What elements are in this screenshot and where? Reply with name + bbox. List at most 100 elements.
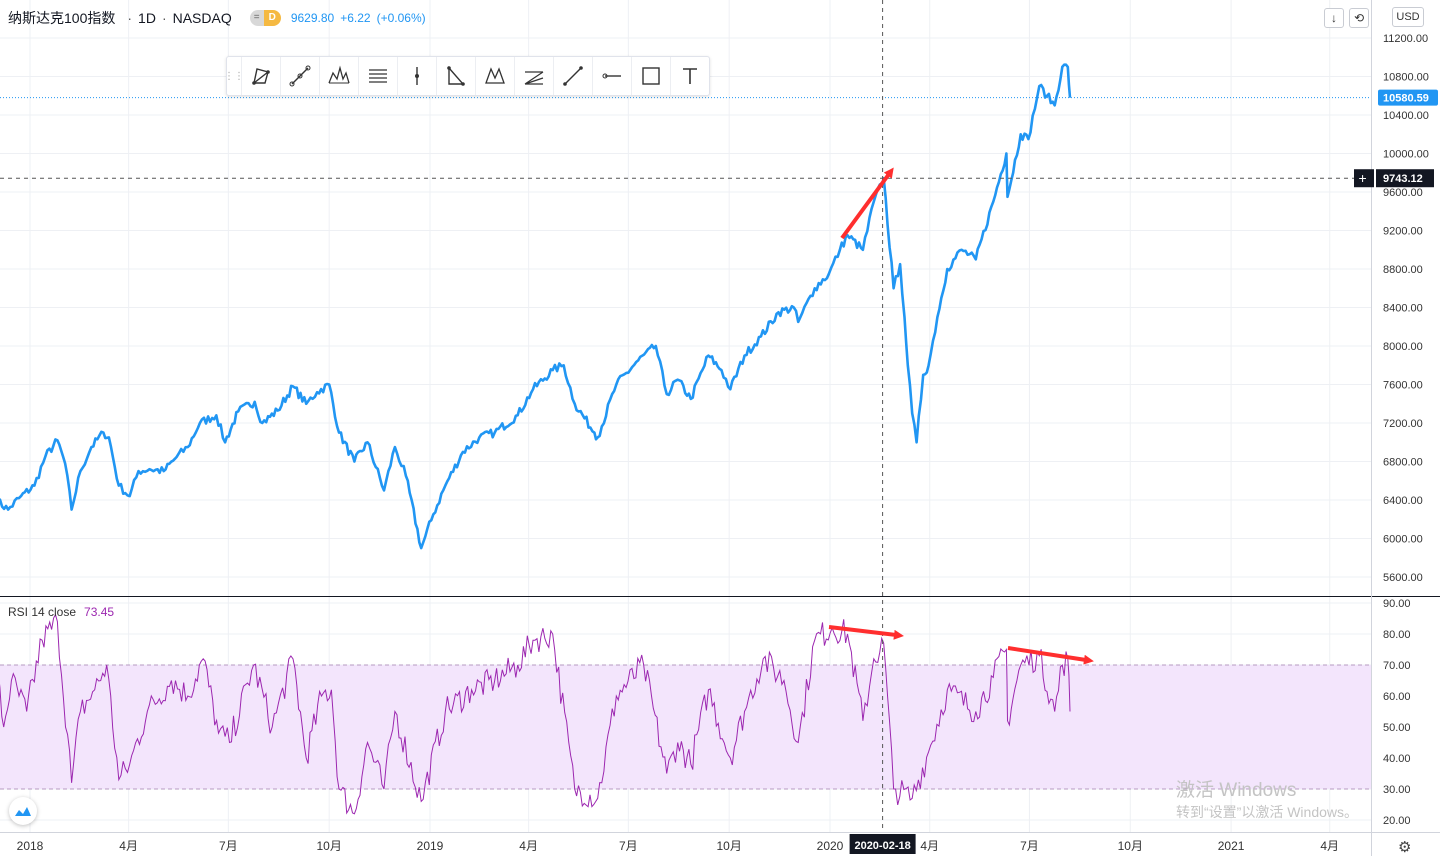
time-tick-label: 2019 [417,839,444,853]
price-tick-label: 10400.00 [1383,110,1429,122]
price-tick-label: 6800.00 [1383,457,1423,469]
time-tick-label: 10月 [716,839,741,853]
rsi-tick-label: 50.00 [1383,722,1411,734]
price-tick-label: 8400.00 [1383,303,1423,315]
price-tick-label: 8800.00 [1383,264,1423,276]
price-tick-label: 8000.00 [1383,341,1423,353]
currency-button[interactable]: USD [1392,7,1424,27]
rsi-value: 73.45 [84,605,115,619]
price-tick-label: 10800.00 [1383,72,1429,84]
price-tick-label: 6000.00 [1383,534,1423,546]
polyline-tool-button[interactable] [280,57,319,95]
rsi-axis[interactable]: 20.00 30.00 40.00 50.00 60.00 70.00 80.00 90.00 [1383,598,1411,827]
drawing-toolbar: ⋮⋮ [224,56,710,96]
xabcd-icon [485,67,505,84]
time-axis[interactable]: 2018 4月 7月 10月 2019 4月 7月 10月 2020 2020-02-18 4月 7月… [17,834,1339,854]
crosshair-price-label: 9743.12 [1383,173,1423,185]
arrow-annotation-rsi-2 [1007,646,1094,665]
time-tick-label: 4月 [920,839,939,853]
interval-label[interactable]: 1D [138,10,156,26]
tradingview-logo[interactable] [9,797,37,825]
symbol-name[interactable]: 纳斯达克100指数 [8,10,116,26]
time-tick-label: 4月 [119,839,138,853]
time-tick-label: 10月 [316,839,341,853]
crosshair-price-tag [1376,169,1434,188]
parallel-channel-icon [369,69,387,83]
arrow-annotation-rsi-1 [828,625,904,640]
rsi-tick-label: 60.00 [1383,691,1411,703]
exchange-label: NASDAQ [172,10,232,26]
rsi-tick-label: 30.00 [1383,784,1411,796]
triangle-tool-button[interactable] [436,57,475,95]
header-separator: · [161,10,167,26]
toolbar-drag-handle[interactable]: ⋮⋮ [224,70,244,82]
polyline-icon [289,65,311,87]
header-separator: · [127,10,133,26]
fib-fan-icon [524,71,544,85]
time-tick-label: 2021 [1218,839,1245,853]
rsi-series-line [0,613,1071,815]
horizontal-ray-icon [602,73,621,79]
reset-scale-button[interactable]: ⟲ [1349,8,1369,28]
price-tick-label: 9200.00 [1383,226,1423,238]
rsi-tick-label: 90.00 [1383,598,1411,610]
scroll-down-button[interactable]: ↓ [1324,8,1344,28]
rectangle-icon [642,67,660,85]
last-price-label: 10580.59 [1383,93,1429,105]
time-tick-label: 10月 [1118,839,1143,853]
quote-change-percent: (+0.06%) [376,11,426,25]
last-price-tag [1378,89,1438,106]
windows-watermark-subtitle: 转到“设置”以激活 Windows。 [1176,804,1359,820]
status-badge-left: = [249,10,264,26]
price-tick-label: 11200.00 [1383,33,1428,45]
rsi-tick-label: 40.00 [1383,753,1411,765]
crosshair-date-label: 2020-02-18 [854,840,910,852]
head-shoulders-icon [328,65,350,84]
gear-icon[interactable]: ⚙ [1398,839,1412,856]
reset-icon: ⟲ [1353,11,1365,25]
head-shoulders-tool-button[interactable] [319,57,358,95]
time-tick-label: 7月 [219,839,238,853]
windows-watermark-title: 激活 Windows [1176,780,1297,801]
rsi-tick-label: 70.00 [1383,660,1411,672]
xabcd-tool-button[interactable] [475,57,514,95]
text-icon [683,68,697,84]
rsi-title: RSI 14 close [8,605,77,619]
data-status-badge[interactable]: = D [249,10,281,26]
price-tick-label: 7200.00 [1383,418,1423,430]
price-series-line [0,63,1072,550]
symbol-header: 纳斯达克100指数 · 1D · NASDAQ = D 9629.80 +6.2… [8,8,432,28]
rectangle-tool-button[interactable] [631,57,670,95]
time-tick-label: 4月 [1320,839,1339,853]
pattern-tool-button[interactable] [241,57,280,95]
cloud-logo-icon [15,807,31,816]
fib-fan-tool-button[interactable] [514,57,553,95]
price-axis[interactable]: 5600.00 6000.00 6400.00 6800.00 7200.00 7600.… [1354,33,1438,584]
rsi-band [0,665,1371,789]
arrow-annotation-price [840,167,894,240]
rsi-tick-label: 20.00 [1383,815,1411,827]
rsi-legend[interactable]: RSI 14 close 73.45 [8,605,114,619]
pattern-icon [252,68,270,85]
rsi-tick-label: 80.00 [1383,629,1411,641]
status-badge-right: D [263,10,281,26]
price-tick-label: 6400.00 [1383,495,1423,507]
parallel-channel-tool-button[interactable] [358,57,397,95]
price-tick-label: 9600.00 [1383,187,1423,199]
time-tick-label: 7月 [619,839,638,853]
vertical-line-tool-button[interactable] [397,57,436,95]
time-tick-label: 2020 [817,839,844,853]
time-tick-label: 2018 [17,839,44,853]
time-tick-label: 4月 [519,839,538,853]
horizontal-ray-tool-button[interactable] [592,57,631,95]
price-tick-label: 7600.00 [1383,380,1423,392]
arrow-down-icon: ↓ [1331,11,1337,25]
price-tick-label: 10000.00 [1383,149,1429,161]
trend-line-tool-button[interactable] [553,57,592,95]
quote-change: +6.22 [340,11,371,25]
crosshair-plus-button[interactable] [1354,169,1374,188]
text-tool-button[interactable] [670,57,709,95]
price-tick-label: 5600.00 [1383,572,1423,584]
